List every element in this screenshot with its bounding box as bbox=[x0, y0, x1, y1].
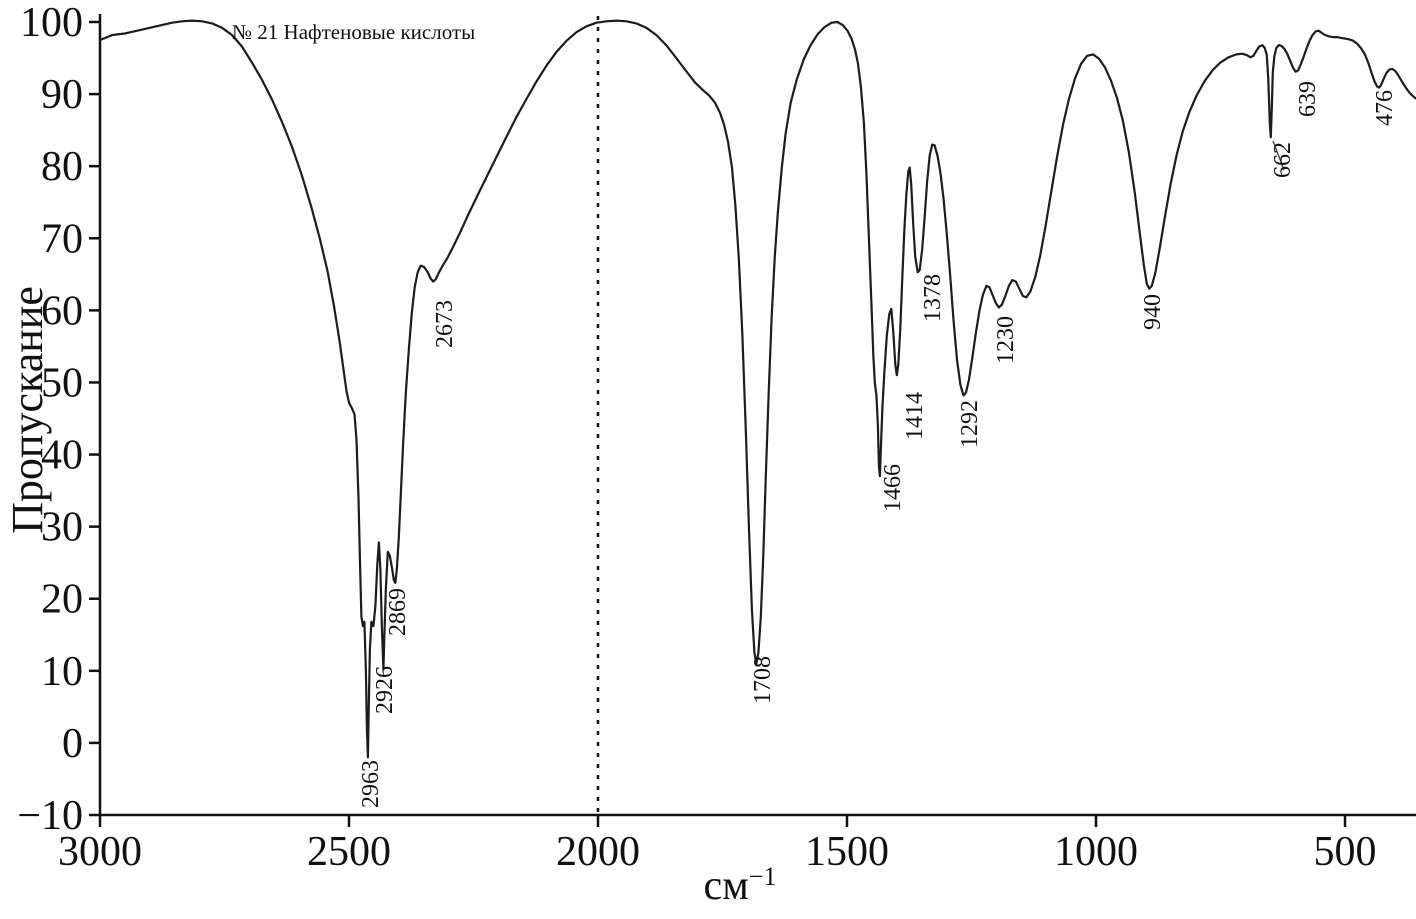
peak-label-1292: 1292 bbox=[957, 400, 983, 448]
x-tick-label: 1500 bbox=[805, 829, 889, 875]
y-tick-label: 20 bbox=[41, 577, 83, 623]
peak-label-2673: 2673 bbox=[432, 300, 458, 348]
y-tick-label: −10 bbox=[17, 793, 83, 839]
y-tick-label: 80 bbox=[41, 144, 83, 190]
peak-label-662: 662 bbox=[1270, 142, 1296, 178]
x-tick-label: 2500 bbox=[307, 829, 391, 875]
y-tick-label: 30 bbox=[41, 505, 83, 551]
chart-title: № 21 Нафтеновые кислоты bbox=[232, 20, 476, 44]
y-tick-label: 50 bbox=[41, 360, 83, 406]
x-tick-label: 3000 bbox=[58, 829, 142, 875]
spectrum-curve bbox=[98, 19, 1416, 759]
peak-label-1378: 1378 bbox=[920, 274, 946, 322]
y-tick-label: 90 bbox=[41, 72, 83, 118]
peak-label-2926: 2926 bbox=[372, 666, 398, 714]
x-axis-label-base: см bbox=[703, 863, 749, 909]
peak-label-476: 476 bbox=[1372, 90, 1398, 126]
peak-label-1466: 1466 bbox=[880, 464, 906, 512]
y-axis-label: Пропускание bbox=[3, 286, 52, 534]
peak-label-1414: 1414 bbox=[902, 392, 928, 440]
peak-label-639: 639 bbox=[1295, 81, 1321, 117]
x-tick-label: 1000 bbox=[1054, 829, 1138, 875]
peak-label-1708: 1708 bbox=[750, 656, 776, 704]
y-tick-label: 60 bbox=[41, 288, 83, 334]
peak-label-940: 940 bbox=[1140, 294, 1166, 330]
y-tick-label: 10 bbox=[41, 649, 83, 695]
x-axis-label-exponent: −1 bbox=[748, 862, 777, 891]
peak-label-1230: 1230 bbox=[993, 316, 1019, 364]
x-tick-label: 2000 bbox=[556, 829, 640, 875]
x-tick-label: 500 bbox=[1314, 829, 1377, 875]
y-tick-label: 40 bbox=[41, 433, 83, 479]
peak-label-2869: 2869 bbox=[385, 588, 411, 636]
y-tick-label: 70 bbox=[41, 216, 83, 262]
peak-label-2963: 2963 bbox=[358, 760, 384, 808]
x-axis-label: см−1 bbox=[590, 862, 890, 910]
peak-leader-line bbox=[1272, 140, 1285, 171]
y-tick-label: 0 bbox=[62, 721, 83, 767]
y-tick-label: 100 bbox=[20, 0, 83, 46]
